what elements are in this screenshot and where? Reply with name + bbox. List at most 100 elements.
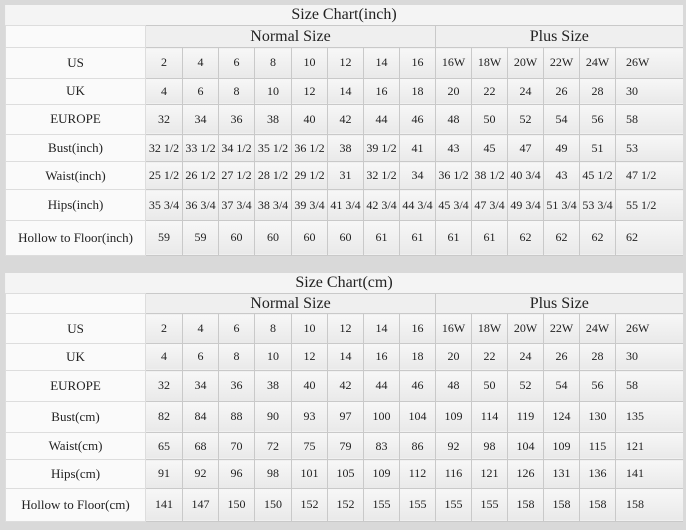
size-cell: 6 [218, 313, 255, 344]
size-cell: 32 1/2 [363, 161, 400, 191]
size-cell: 70 [218, 431, 255, 461]
table-row: Waist(inch) 25 1/2 26 1/2 27 1/2 28 1/2 29 1/… [5, 161, 683, 191]
size-cell: 24 [507, 342, 544, 372]
plus-size-header: Plus Size [434, 293, 683, 315]
size-cell: 46 [399, 103, 436, 136]
size-cell: 40 3/4 [507, 161, 544, 191]
size-cell: 52 [507, 370, 544, 402]
size-cell: 54 [543, 370, 580, 402]
size-chart-inch: Size Chart(inch) Normal Size Plus Size US 2 4… [5, 5, 683, 257]
size-cell: 53 3/4 [579, 189, 616, 221]
size-cell: 60 [254, 219, 292, 257]
size-cell: 91 [145, 459, 183, 489]
size-cell: 56 [579, 103, 616, 136]
size-cell: 60 [291, 219, 328, 257]
size-cell: 141 [145, 487, 183, 523]
size-cell: 30 [614, 342, 683, 372]
size-cell: 112 [399, 459, 436, 489]
row-label: UK [5, 77, 146, 105]
size-cell: 22W [543, 313, 580, 344]
title-row: Size Chart(inch) [5, 5, 683, 26]
size-cell: 38 [254, 370, 292, 402]
size-cell: 83 [363, 431, 400, 461]
size-cell: 2 [145, 313, 183, 344]
size-cell: 109 [435, 400, 472, 433]
size-cell: 49 [543, 133, 580, 163]
size-cell: 18W [471, 47, 508, 79]
size-cell: 53 [614, 133, 683, 163]
size-cell: 92 [182, 459, 219, 489]
row-label: US [5, 313, 146, 344]
size-cell: 109 [363, 459, 400, 489]
row-label: EUROPE [5, 370, 146, 402]
size-cell: 60 [218, 219, 255, 257]
table-row: US 2 4 6 8 10 12 14 16 16W 18W 20W 22W 24W 26W [5, 313, 683, 344]
size-cell: 152 [291, 487, 328, 523]
size-cell: 10 [254, 77, 292, 105]
size-cell: 155 [399, 487, 436, 523]
size-cell: 119 [507, 400, 544, 433]
table-row: Hips(inch) 35 3/4 36 3/4 37 3/4 38 3/4 39 3/4… [5, 189, 683, 221]
size-cell: 86 [399, 431, 436, 461]
size-cell: 29 1/2 [291, 161, 328, 191]
normal-size-header: Normal Size [145, 293, 436, 315]
size-cell: 58 [614, 370, 683, 402]
size-cell: 62 [579, 219, 616, 257]
size-cell: 26W [614, 47, 683, 79]
group-header-row: Normal Size Plus Size [5, 25, 683, 49]
size-cell: 39 3/4 [291, 189, 328, 221]
size-cell: 51 3/4 [543, 189, 580, 221]
size-cell: 136 [579, 459, 616, 489]
size-cell: 16 [399, 313, 436, 344]
row-label: Hips(inch) [5, 189, 146, 221]
size-cell: 36 1/2 [435, 161, 472, 191]
size-cell: 62 [543, 219, 580, 257]
size-cell: 26 [543, 77, 580, 105]
table-row: EUROPE 32 34 36 38 40 42 44 46 48 50 52 54 56 58 [5, 103, 683, 136]
size-cell: 59 [182, 219, 219, 257]
table-row: EUROPE 32 34 36 38 40 42 44 46 48 50 52 54 56 58 [5, 370, 683, 402]
size-cell: 40 [291, 370, 328, 402]
size-cell: 158 [507, 487, 544, 523]
size-cell: 31 [327, 161, 364, 191]
size-cell: 50 [471, 370, 508, 402]
size-cell: 150 [254, 487, 292, 523]
size-cell: 38 1/2 [471, 161, 508, 191]
size-cell: 56 [579, 370, 616, 402]
size-cell: 49 3/4 [507, 189, 544, 221]
size-cell: 42 3/4 [363, 189, 400, 221]
size-cell: 61 [363, 219, 400, 257]
size-chart-cm: Size Chart(cm) Normal Size Plus Size US 2 4 6 8… [5, 273, 683, 523]
table-row: US 2 4 6 8 10 12 14 16 16W 18W 20W 22W 24W 26W [5, 47, 683, 79]
size-cell: 96 [218, 459, 255, 489]
size-cell: 155 [435, 487, 472, 523]
size-cell: 131 [543, 459, 580, 489]
size-cell: 36 1/2 [291, 133, 328, 163]
size-cell: 42 [327, 103, 364, 136]
size-cell: 55 1/2 [614, 189, 683, 221]
size-cell: 18 [399, 77, 436, 105]
table-row: Hollow to Floor(inch) 59 59 60 60 60 60 61 61 61 6… [5, 219, 683, 257]
size-cell: 59 [145, 219, 183, 257]
size-cell: 4 [182, 313, 219, 344]
size-cell: 45 3/4 [435, 189, 472, 221]
size-cell: 20 [435, 342, 472, 372]
size-cell: 126 [507, 459, 544, 489]
size-cell: 34 [182, 370, 219, 402]
size-cell: 26 [543, 342, 580, 372]
size-cell: 48 [435, 103, 472, 136]
size-cell: 12 [291, 77, 328, 105]
size-cell: 88 [218, 400, 255, 433]
size-cell: 14 [363, 313, 400, 344]
size-cell: 105 [327, 459, 364, 489]
size-cell: 44 [363, 103, 400, 136]
size-cell: 32 1/2 [145, 133, 183, 163]
size-cell: 6 [182, 77, 219, 105]
size-cell: 135 [614, 400, 683, 433]
size-cell: 16 [399, 47, 436, 79]
size-cell: 104 [399, 400, 436, 433]
row-label: US [5, 47, 146, 79]
size-cell: 155 [363, 487, 400, 523]
size-cell: 48 [435, 370, 472, 402]
size-table: Size Chart(inch) Normal Size Plus Size US 2 4… [5, 5, 683, 257]
